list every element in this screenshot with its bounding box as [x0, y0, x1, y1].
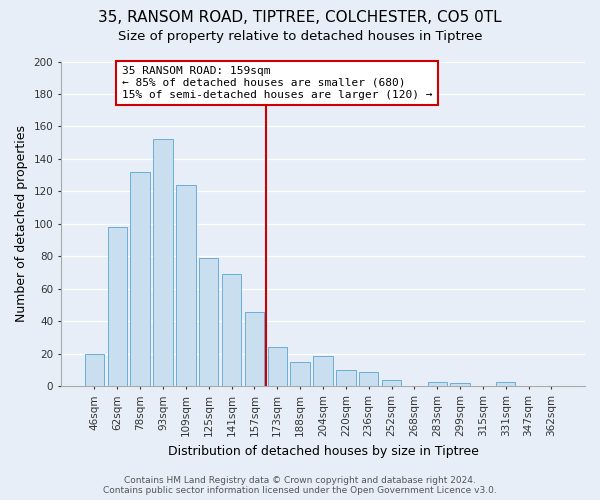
Text: Size of property relative to detached houses in Tiptree: Size of property relative to detached ho… — [118, 30, 482, 43]
Bar — [154, 140, 173, 386]
Bar — [130, 172, 150, 386]
Text: 35, RANSOM ROAD, TIPTREE, COLCHESTER, CO5 0TL: 35, RANSOM ROAD, TIPTREE, COLCHESTER, CO… — [98, 10, 502, 25]
Bar — [313, 356, 332, 386]
Bar — [336, 370, 356, 386]
X-axis label: Distribution of detached houses by size in Tiptree: Distribution of detached houses by size … — [167, 444, 478, 458]
Text: Contains HM Land Registry data © Crown copyright and database right 2024.
Contai: Contains HM Land Registry data © Crown c… — [103, 476, 497, 495]
Bar — [496, 382, 515, 386]
Bar — [382, 380, 401, 386]
Bar — [85, 354, 104, 386]
Bar — [176, 185, 196, 386]
Bar — [359, 372, 379, 386]
Bar — [107, 227, 127, 386]
Bar — [222, 274, 241, 386]
Bar — [290, 362, 310, 386]
Bar — [268, 348, 287, 387]
Text: 35 RANSOM ROAD: 159sqm
← 85% of detached houses are smaller (680)
15% of semi-de: 35 RANSOM ROAD: 159sqm ← 85% of detached… — [122, 66, 433, 100]
Bar — [428, 382, 447, 386]
Bar — [451, 383, 470, 386]
Bar — [245, 312, 264, 386]
Y-axis label: Number of detached properties: Number of detached properties — [15, 126, 28, 322]
Bar — [199, 258, 218, 386]
